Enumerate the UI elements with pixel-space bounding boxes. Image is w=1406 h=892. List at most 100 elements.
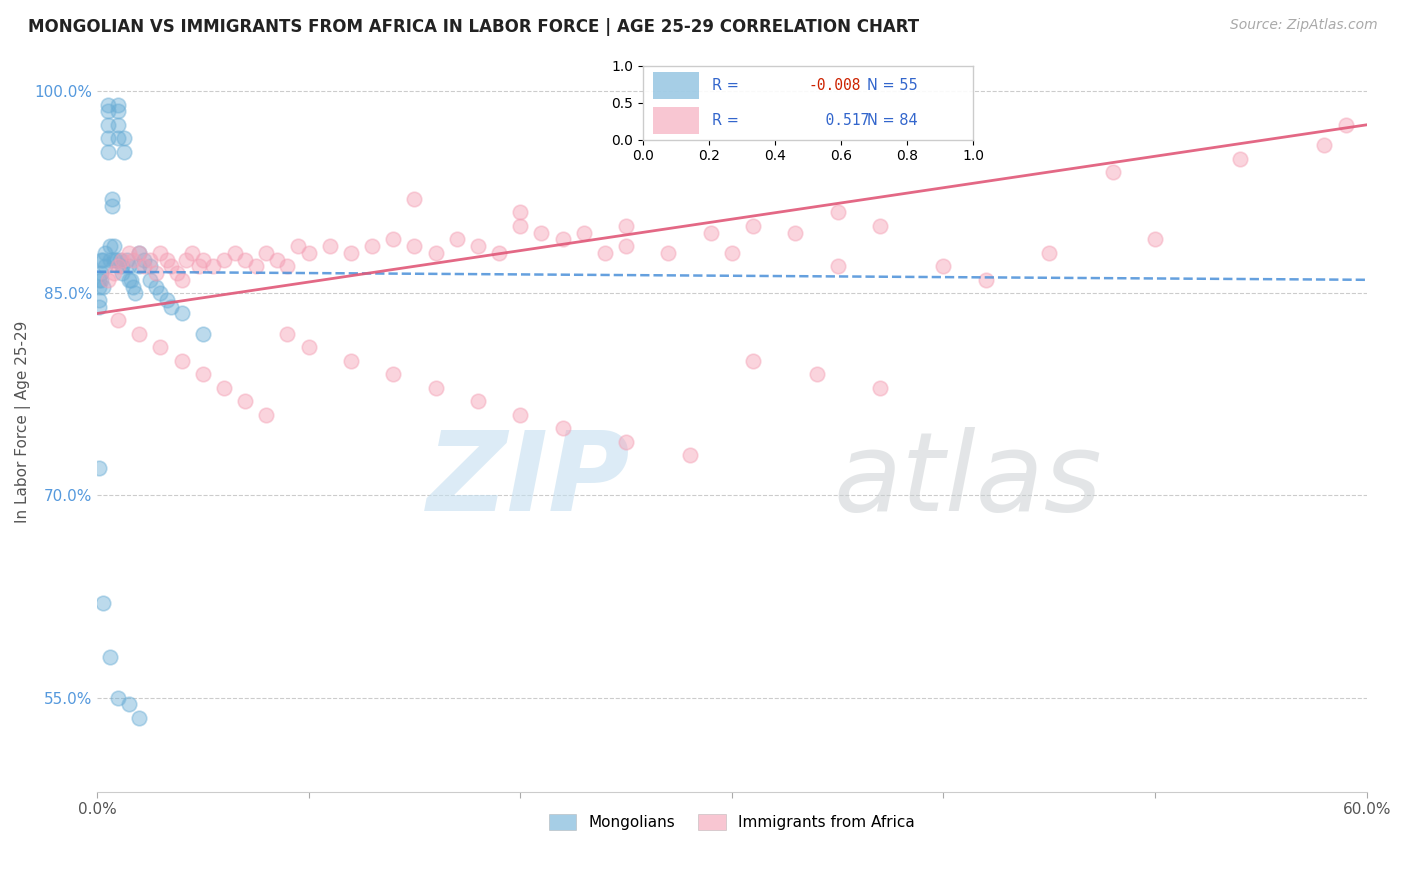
- Point: [467, 239, 489, 253]
- Point: [139, 260, 162, 274]
- Point: [96, 145, 118, 159]
- Point: [721, 245, 744, 260]
- Point: [96, 118, 118, 132]
- Point: [1313, 138, 1336, 153]
- Point: [122, 279, 145, 293]
- Point: [869, 381, 891, 395]
- Point: [361, 239, 384, 253]
- Point: [149, 340, 172, 354]
- Point: [785, 226, 807, 240]
- Point: [91, 596, 114, 610]
- Point: [187, 260, 209, 274]
- Point: [94, 260, 117, 274]
- Point: [1144, 232, 1167, 246]
- Point: [128, 326, 150, 341]
- Point: [87, 300, 110, 314]
- Point: [94, 245, 117, 260]
- Point: [128, 245, 150, 260]
- Point: [340, 245, 363, 260]
- Point: [114, 145, 136, 159]
- Point: [166, 266, 188, 280]
- Point: [742, 353, 765, 368]
- Point: [974, 273, 997, 287]
- Point: [827, 205, 849, 219]
- Point: [509, 205, 531, 219]
- Point: [254, 245, 277, 260]
- Point: [404, 239, 426, 253]
- Point: [276, 326, 298, 341]
- Point: [509, 219, 531, 233]
- Legend: Mongolians, Immigrants from Africa: Mongolians, Immigrants from Africa: [543, 808, 921, 836]
- Point: [105, 252, 128, 267]
- Point: [149, 245, 172, 260]
- Point: [87, 279, 110, 293]
- Point: [191, 367, 214, 381]
- Point: [287, 239, 309, 253]
- Point: [467, 394, 489, 409]
- Point: [122, 252, 145, 267]
- Point: [90, 266, 112, 280]
- Point: [98, 650, 121, 665]
- Point: [101, 199, 124, 213]
- Point: [614, 219, 637, 233]
- Point: [425, 245, 447, 260]
- Point: [170, 306, 193, 320]
- Text: MONGOLIAN VS IMMIGRANTS FROM AFRICA IN LABOR FORCE | AGE 25-29 CORRELATION CHART: MONGOLIAN VS IMMIGRANTS FROM AFRICA IN L…: [28, 18, 920, 36]
- Point: [90, 252, 112, 267]
- Point: [118, 698, 141, 712]
- Point: [593, 245, 616, 260]
- Point: [191, 326, 214, 341]
- Point: [128, 711, 150, 725]
- Point: [110, 252, 132, 267]
- Point: [827, 260, 849, 274]
- Point: [107, 313, 129, 327]
- Point: [156, 293, 179, 307]
- Point: [1038, 245, 1060, 260]
- Point: [103, 266, 125, 280]
- Point: [132, 260, 155, 274]
- Point: [382, 367, 405, 381]
- Point: [1101, 165, 1123, 179]
- Point: [111, 252, 134, 267]
- Point: [107, 118, 129, 132]
- Point: [128, 260, 150, 274]
- Point: [932, 260, 955, 274]
- Point: [128, 245, 150, 260]
- Point: [202, 260, 225, 274]
- Point: [233, 252, 256, 267]
- Point: [319, 239, 342, 253]
- Point: [87, 461, 110, 475]
- Point: [103, 252, 125, 267]
- Point: [425, 381, 447, 395]
- Point: [254, 408, 277, 422]
- Point: [488, 245, 510, 260]
- Point: [614, 434, 637, 449]
- Point: [114, 131, 136, 145]
- Point: [160, 300, 183, 314]
- Point: [806, 367, 828, 381]
- Point: [107, 104, 129, 119]
- Point: [1334, 118, 1357, 132]
- Point: [118, 260, 141, 274]
- Point: [181, 245, 204, 260]
- Point: [224, 245, 246, 260]
- Point: [530, 226, 553, 240]
- Point: [96, 131, 118, 145]
- Point: [91, 252, 114, 267]
- Point: [276, 260, 298, 274]
- Point: [572, 226, 595, 240]
- Point: [96, 273, 118, 287]
- Point: [107, 260, 129, 274]
- Point: [191, 252, 214, 267]
- Point: [132, 252, 155, 267]
- Point: [124, 286, 146, 301]
- Point: [145, 266, 167, 280]
- Point: [212, 252, 235, 267]
- Point: [118, 245, 141, 260]
- Point: [551, 232, 574, 246]
- Point: [115, 252, 138, 267]
- Point: [111, 266, 134, 280]
- Point: [91, 279, 114, 293]
- Text: Source: ZipAtlas.com: Source: ZipAtlas.com: [1230, 18, 1378, 32]
- Point: [1229, 152, 1251, 166]
